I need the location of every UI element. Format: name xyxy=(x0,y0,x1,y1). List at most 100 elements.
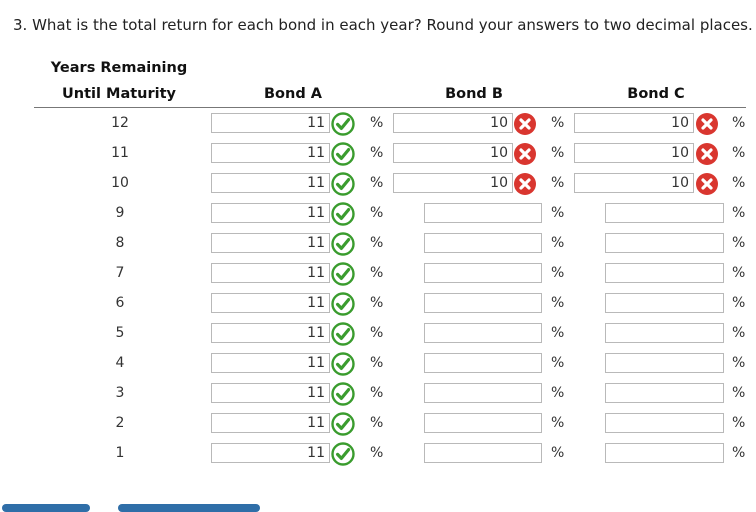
percent-label: % xyxy=(370,265,384,281)
bond-b-input[interactable] xyxy=(424,443,542,463)
percent-label: % xyxy=(551,325,565,341)
bond-c-input[interactable] xyxy=(574,173,694,193)
percent-label: % xyxy=(551,355,565,371)
bond-a-input[interactable] xyxy=(211,413,330,433)
bond-a-input[interactable] xyxy=(211,113,330,133)
bond-c-input[interactable] xyxy=(605,383,724,403)
check-circle-icon xyxy=(331,232,355,256)
percent-label: % xyxy=(732,145,746,161)
bond-b-input[interactable] xyxy=(424,353,542,373)
percent-label: % xyxy=(370,235,384,251)
years-header-line2: Until Maturity xyxy=(62,86,176,102)
bond-b-input[interactable] xyxy=(424,263,542,283)
percent-label: % xyxy=(551,175,565,191)
table-row: 4%%% xyxy=(0,352,756,376)
bond-b-input[interactable] xyxy=(424,323,542,343)
x-circle-icon xyxy=(513,172,537,196)
percent-label: % xyxy=(370,175,384,191)
bond-b-input[interactable] xyxy=(393,113,513,133)
table-row: 12%%% xyxy=(0,112,756,136)
bond-c-input[interactable] xyxy=(605,203,724,223)
check-circle-icon xyxy=(331,112,355,136)
bond-a-input[interactable] xyxy=(211,293,330,313)
bond-a-input[interactable] xyxy=(211,173,330,193)
check-circle-icon xyxy=(331,292,355,316)
bond-b-input[interactable] xyxy=(424,413,542,433)
check-circle-icon xyxy=(331,442,355,466)
bond-c-input[interactable] xyxy=(605,323,724,343)
table-row: 10%%% xyxy=(0,172,756,196)
x-circle-icon xyxy=(513,142,537,166)
percent-label: % xyxy=(732,385,746,401)
year-label: 4 xyxy=(115,355,125,371)
year-label: 3 xyxy=(115,385,125,401)
percent-label: % xyxy=(370,445,384,461)
percent-label: % xyxy=(732,295,746,311)
question-text: 3. What is the total return for each bon… xyxy=(13,16,753,34)
year-label: 7 xyxy=(115,265,125,281)
bond-b-input[interactable] xyxy=(424,293,542,313)
percent-label: % xyxy=(551,115,565,131)
bond-b-input[interactable] xyxy=(393,173,513,193)
bond-b-input[interactable] xyxy=(424,383,542,403)
table-row: 9%%% xyxy=(0,202,756,226)
year-label: 1 xyxy=(115,445,125,461)
bond-c-input[interactable] xyxy=(605,263,724,283)
year-label: 10 xyxy=(111,175,129,191)
table-row: 1%%% xyxy=(0,442,756,466)
bond-a-input[interactable] xyxy=(211,443,330,463)
bond-c-input[interactable] xyxy=(605,233,724,253)
percent-label: % xyxy=(551,295,565,311)
check-circle-icon xyxy=(331,382,355,406)
percent-label: % xyxy=(732,415,746,431)
percent-label: % xyxy=(370,145,384,161)
bond-a-input[interactable] xyxy=(211,143,330,163)
header-divider xyxy=(34,107,746,108)
year-label: 5 xyxy=(115,325,125,341)
bond-b-input[interactable] xyxy=(393,143,513,163)
check-circle-icon xyxy=(331,172,355,196)
check-circle-icon xyxy=(331,322,355,346)
bond-c-input[interactable] xyxy=(605,443,724,463)
percent-label: % xyxy=(551,445,565,461)
table-row: 3%%% xyxy=(0,382,756,406)
percent-label: % xyxy=(370,325,384,341)
next-button[interactable] xyxy=(118,504,260,512)
percent-label: % xyxy=(370,295,384,311)
bond-a-input[interactable] xyxy=(211,323,330,343)
year-label: 6 xyxy=(115,295,125,311)
percent-label: % xyxy=(370,205,384,221)
bond-a-input[interactable] xyxy=(211,233,330,253)
bond-c-input[interactable] xyxy=(605,413,724,433)
bond-c-input[interactable] xyxy=(605,353,724,373)
bond-c-input[interactable] xyxy=(605,293,724,313)
bond-b-input[interactable] xyxy=(424,233,542,253)
check-circle-icon xyxy=(331,142,355,166)
percent-label: % xyxy=(551,415,565,431)
percent-label: % xyxy=(370,355,384,371)
bond-b-input[interactable] xyxy=(424,203,542,223)
bond-a-input[interactable] xyxy=(211,383,330,403)
table-row: 7%%% xyxy=(0,262,756,286)
percent-label: % xyxy=(732,325,746,341)
table-row: 6%%% xyxy=(0,292,756,316)
bond-a-input[interactable] xyxy=(211,203,330,223)
percent-label: % xyxy=(732,235,746,251)
percent-label: % xyxy=(370,115,384,131)
check-circle-icon xyxy=(331,352,355,376)
year-label: 9 xyxy=(115,205,125,221)
bond-c-input[interactable] xyxy=(574,143,694,163)
year-label: 2 xyxy=(115,415,125,431)
percent-label: % xyxy=(732,355,746,371)
x-circle-icon xyxy=(695,142,719,166)
x-circle-icon xyxy=(695,112,719,136)
check-circle-icon xyxy=(331,262,355,286)
bond-c-input[interactable] xyxy=(574,113,694,133)
bond-a-input[interactable] xyxy=(211,263,330,283)
previous-button[interactable] xyxy=(2,504,90,512)
check-circle-icon xyxy=(331,412,355,436)
years-header-line1: Years Remaining xyxy=(50,60,188,76)
bond-a-input[interactable] xyxy=(211,353,330,373)
x-circle-icon xyxy=(695,172,719,196)
percent-label: % xyxy=(551,235,565,251)
